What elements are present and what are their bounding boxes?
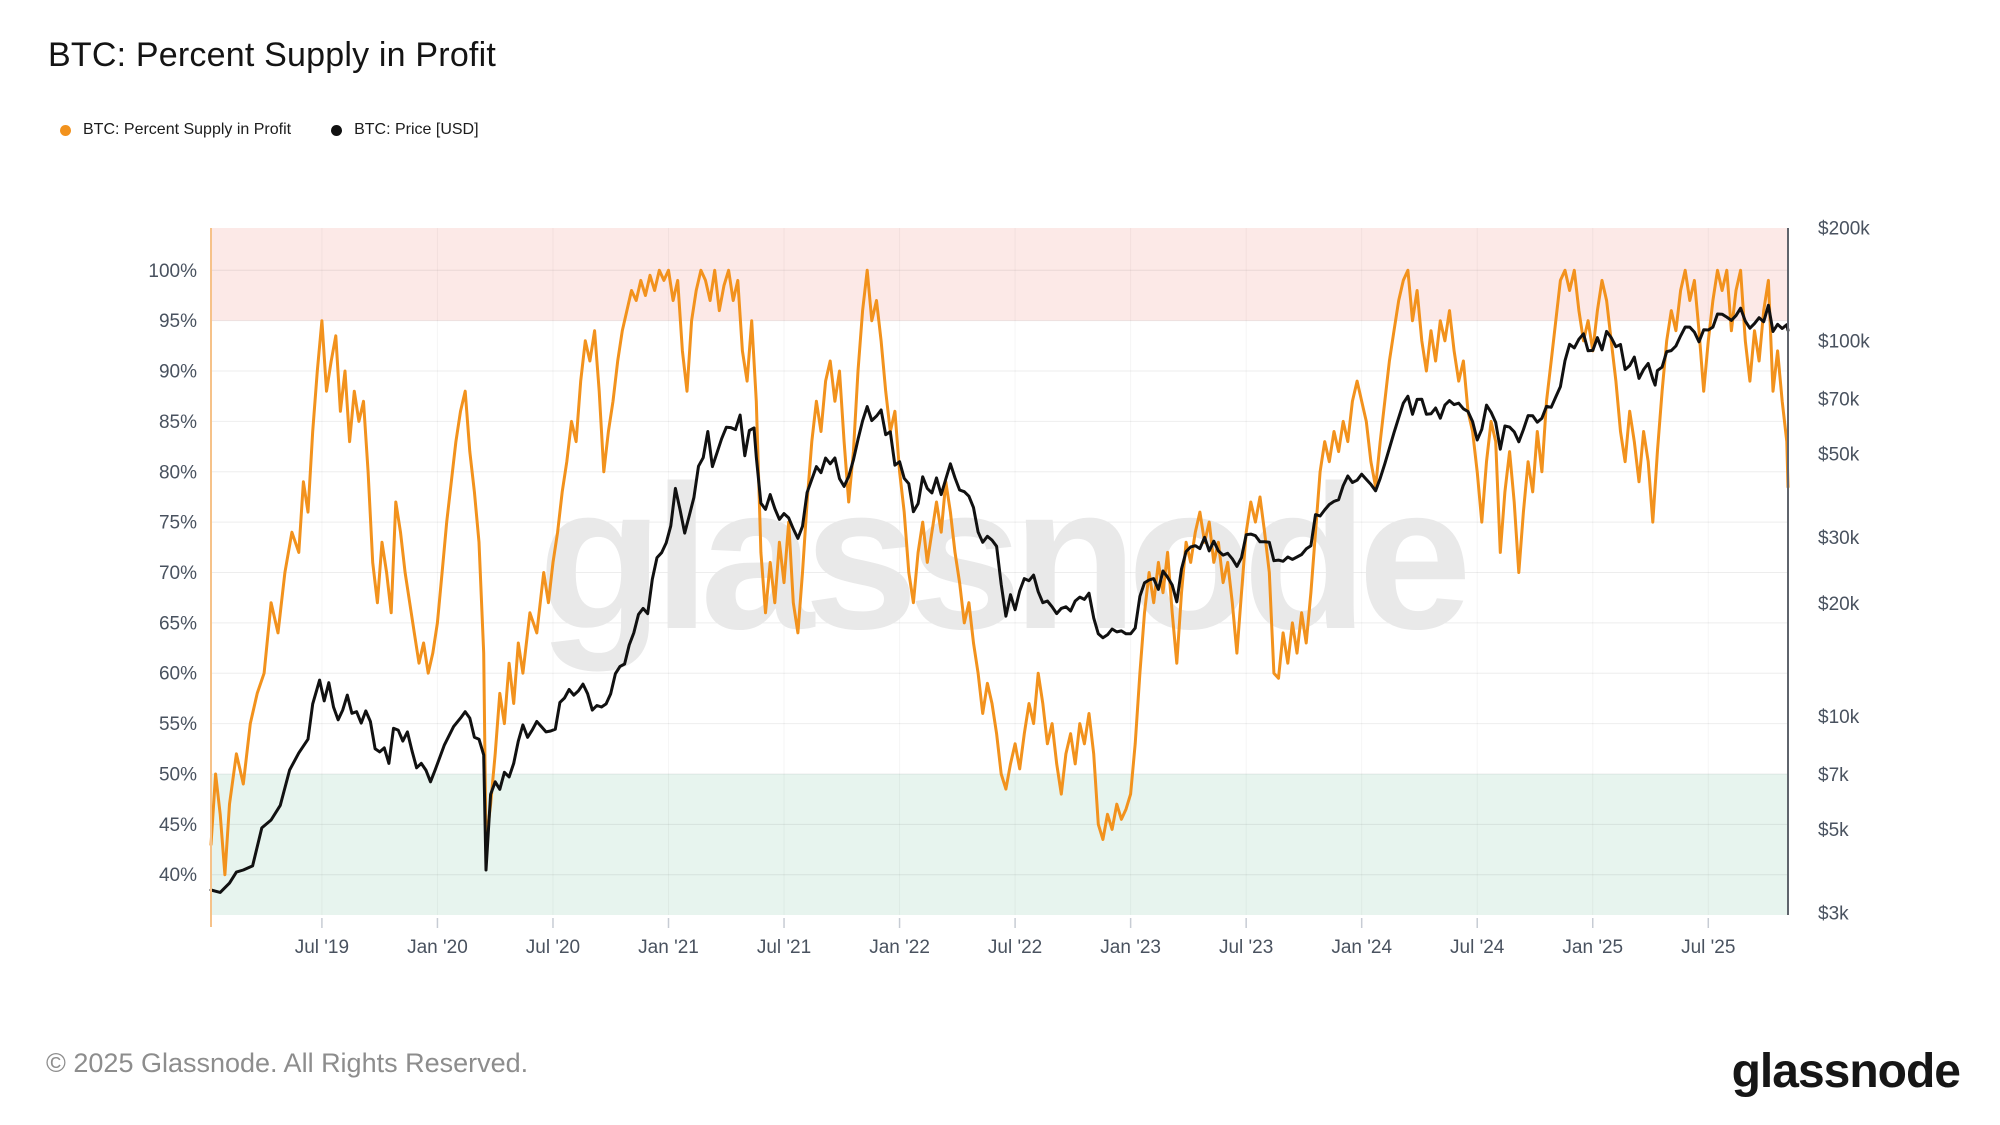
right-axis-tick-label: $30k <box>1818 528 1860 549</box>
x-axis-tick-label: Jan '25 <box>1562 937 1623 958</box>
legend-dot-orange-icon <box>60 124 71 136</box>
page-title: BTC: Percent Supply in Profit <box>48 36 496 74</box>
left-axis-tick-label: 55% <box>159 714 197 735</box>
glassnode-watermark: glassnode <box>538 443 1465 672</box>
x-axis-tick-label: Jan '21 <box>638 937 699 958</box>
legend-item-supply-in-profit[interactable]: BTC: Percent Supply in Profit <box>60 121 291 139</box>
right-axis-tick-label: $7k <box>1818 765 1849 786</box>
right-axis-tick-label: $20k <box>1818 594 1860 615</box>
threshold-band <box>211 228 1788 321</box>
btc-price-usd--line <box>209 303 1790 894</box>
left-axis-tick-label: 70% <box>159 563 197 584</box>
left-axis-tick-label: 65% <box>159 613 197 634</box>
x-axis-tick-label: Jul '21 <box>757 937 811 958</box>
right-axis-tick-label: $70k <box>1818 390 1860 411</box>
x-axis-tick-label: Jul '20 <box>526 937 580 958</box>
right-axis-tick-label: $100k <box>1818 332 1870 353</box>
x-axis-tick-label: Jan '22 <box>869 937 930 958</box>
x-axis-tick-label: Jul '25 <box>1681 937 1735 958</box>
x-axis-tick-label: Jul '22 <box>988 937 1042 958</box>
legend-label-supply-in-profit: BTC: Percent Supply in Profit <box>83 121 292 138</box>
left-axis-tick-label: 60% <box>159 664 197 685</box>
legend-dot-black-icon <box>331 124 343 136</box>
right-axis-tick-label: $50k <box>1818 445 1860 466</box>
x-axis-tick-label: Jan '20 <box>407 937 468 958</box>
x-axis-tick-label: Jul '23 <box>1219 937 1273 958</box>
left-axis-tick-label: 100% <box>148 261 197 282</box>
left-axis-tick-label: 95% <box>159 311 197 332</box>
left-axis-tick-label: 50% <box>159 764 197 785</box>
x-axis-tick-label: Jan '24 <box>1331 937 1392 958</box>
glassnode-logo: glassnode <box>1731 1045 1961 1098</box>
chart-legend: BTC: Percent Supply in Profit BTC: Price… <box>60 121 479 139</box>
legend-label-price: BTC: Price [USD] <box>354 121 479 138</box>
right-axis-tick-label: $5k <box>1818 820 1849 841</box>
legend-item-price[interactable]: BTC: Price [USD] <box>331 121 479 139</box>
right-axis-tick-label: $10k <box>1818 707 1860 728</box>
right-axis-tick-label: $200k <box>1818 219 1870 240</box>
left-axis-tick-label: 40% <box>159 865 197 886</box>
right-axis-tick-label: $3k <box>1818 903 1849 924</box>
left-axis-tick-label: 85% <box>159 412 197 433</box>
x-axis-tick-label: Jul '19 <box>295 937 349 958</box>
x-axis-tick-label: Jul '24 <box>1450 937 1505 958</box>
copyright-text: © 2025 Glassnode. All Rights Reserved. <box>46 1048 529 1078</box>
left-axis-tick-label: 80% <box>159 462 197 483</box>
threshold-band <box>211 773 1788 915</box>
left-axis-tick-label: 45% <box>159 815 197 836</box>
left-axis-tick-label: 75% <box>159 513 197 534</box>
x-axis-tick-label: Jan '23 <box>1100 937 1161 958</box>
left-axis-tick-label: 90% <box>159 362 197 383</box>
